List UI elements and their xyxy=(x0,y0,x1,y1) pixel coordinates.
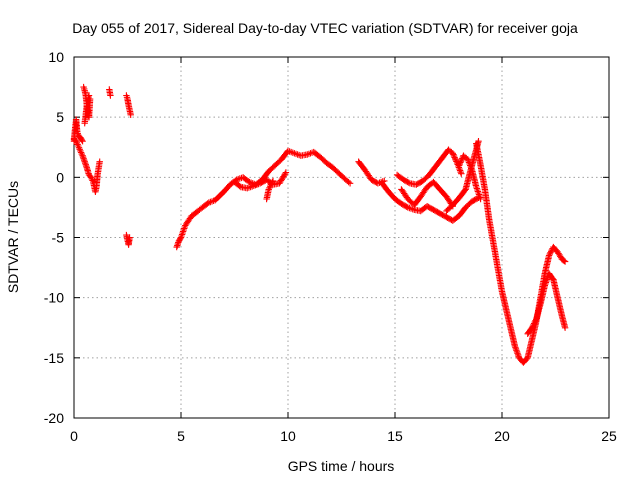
x-tick-label: 0 xyxy=(70,428,78,444)
y-tick-label: 5 xyxy=(56,109,64,125)
series-arc-upper xyxy=(393,146,465,188)
data-point-markers xyxy=(70,135,103,195)
series-arc-cross xyxy=(398,178,456,210)
series-arc-main xyxy=(173,147,354,251)
y-tick-label: 0 xyxy=(56,169,64,185)
data-point-markers xyxy=(473,140,569,366)
x-axis-label: GPS time / hours xyxy=(288,458,395,474)
series-arc-lower xyxy=(379,180,482,224)
series-arc-low-small xyxy=(123,231,133,248)
data-point-markers xyxy=(81,92,93,127)
series-arc-deep-return xyxy=(524,270,569,337)
series-arc-early-rise xyxy=(70,116,86,145)
y-tick-label: -5 xyxy=(52,230,65,246)
series-arc-early-drop xyxy=(70,135,103,195)
x-tick-label: 20 xyxy=(494,428,510,444)
data-point-markers xyxy=(123,92,134,118)
series-arc-isolated xyxy=(106,86,114,99)
grid xyxy=(74,57,609,418)
series-arc-hump xyxy=(355,158,388,187)
series-arc-right-short xyxy=(456,152,484,203)
data-point-markers xyxy=(70,116,86,145)
series-arc-secondary-dip xyxy=(263,177,277,203)
series-arc-late-small xyxy=(123,92,134,118)
data-point-markers xyxy=(379,180,482,224)
data-point-markers xyxy=(456,152,484,203)
y-tick-label: 10 xyxy=(48,49,64,65)
y-tick-label: -15 xyxy=(44,350,64,366)
data-marks xyxy=(70,83,569,366)
y-axis-label: SDTVAR / TECUs xyxy=(5,181,21,293)
x-tick-label: 10 xyxy=(280,428,296,444)
data-point-markers xyxy=(524,270,569,337)
x-tick-label: 25 xyxy=(601,428,617,444)
series-arc-mid-small xyxy=(81,92,93,127)
series-arc-deep xyxy=(473,140,569,366)
data-point-markers xyxy=(123,231,133,248)
data-point-markers xyxy=(355,158,388,187)
data-point-markers xyxy=(106,86,114,99)
axis-ticks: 0 5 10 15 20 25 10 5 0 -5 -10 -15 -20 xyxy=(44,49,617,444)
y-tick-label: -20 xyxy=(44,410,64,426)
data-point-markers xyxy=(173,147,354,251)
data-point-markers xyxy=(398,178,456,210)
y-tick-label: -10 xyxy=(44,290,64,306)
chart-title: Day 055 of 2017, Sidereal Day-to-day VTE… xyxy=(72,20,578,36)
x-tick-label: 15 xyxy=(387,428,403,444)
data-point-markers xyxy=(393,146,465,188)
data-point-markers xyxy=(263,177,277,203)
x-tick-label: 5 xyxy=(177,428,185,444)
